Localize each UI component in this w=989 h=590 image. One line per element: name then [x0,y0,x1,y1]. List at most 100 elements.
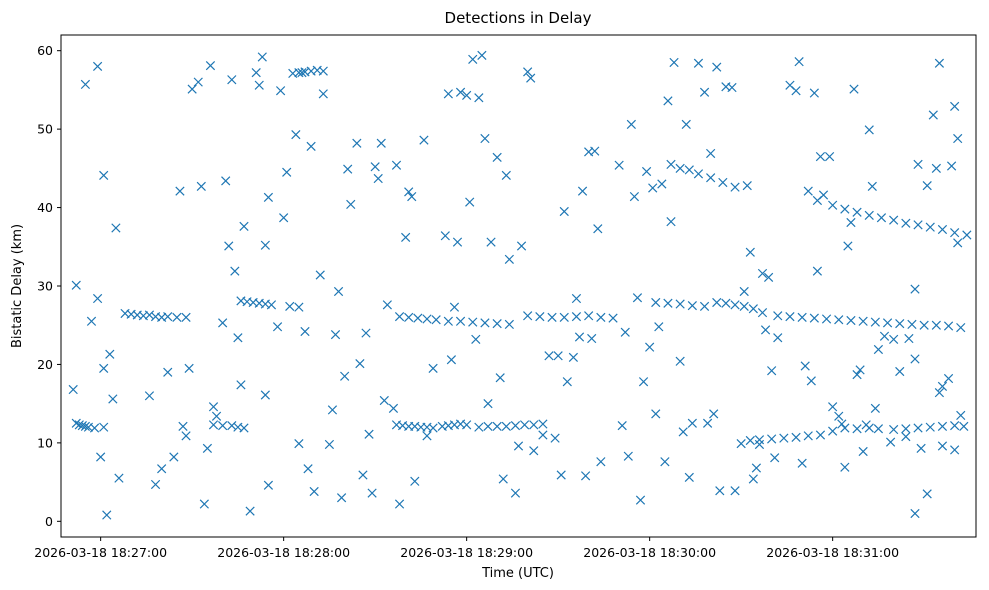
data-point [105,349,115,359]
data-point [440,231,450,241]
data-point [678,427,688,437]
data-point [852,207,862,217]
data-point [257,52,267,62]
data-point [340,371,350,381]
data-point [901,424,911,434]
data-point [291,129,301,140]
data-point [718,177,728,188]
data-point [486,237,496,247]
y-tick-label: 30 [37,279,53,294]
data-point [654,322,664,332]
data-point [221,176,231,186]
data-point [843,241,853,251]
data-point [74,420,84,430]
data-point [227,420,237,431]
data-point [318,89,328,99]
data-point [562,377,572,387]
data-point [443,316,453,326]
data-point [614,160,624,170]
data-point [187,84,197,94]
data-point [364,429,374,439]
data-point [468,54,478,64]
data-point [739,286,749,297]
x-tick-label: 2026-03-18 18:31:00 [766,545,899,560]
data-point [675,299,685,309]
data-point [858,446,868,457]
data-point [922,489,932,499]
data-points [68,50,972,520]
data-point [937,224,948,235]
data-point [687,300,697,311]
data-point [202,443,213,453]
data-point [748,304,758,314]
data-point [96,452,106,462]
data-point [889,334,899,344]
data-point [632,293,643,303]
data-point [870,403,880,413]
data-point [742,180,752,191]
data-point [809,88,819,98]
data-point [950,420,960,431]
data-point [882,318,893,328]
data-point [327,405,338,415]
data-point [150,479,161,490]
data-point [821,314,832,324]
data-point [727,82,737,93]
data-point [770,453,780,463]
data-point [394,311,405,322]
data-point [428,423,438,433]
data-point [547,312,557,322]
data-point [867,181,877,192]
data-point [950,445,960,455]
data-point [757,268,768,279]
data-point [504,254,514,264]
data-point [428,363,438,373]
data-point [510,420,521,431]
x-tick-label: 2026-03-18 18:28:00 [217,545,350,560]
data-point [556,470,566,480]
data-point [471,334,481,344]
data-point [641,166,652,177]
data-point [730,486,740,496]
data-point [477,50,487,61]
y-axis: 0 10 20 30 40 50 60 [37,43,61,529]
data-point [227,75,237,85]
data-point [879,331,890,341]
data-point [218,318,228,328]
data-point [858,316,868,326]
data-point [855,365,865,375]
data-point [715,486,725,496]
data-point [837,419,847,429]
data-point [419,135,429,145]
data-point [629,191,640,202]
data-point [593,224,603,234]
data-point [910,284,920,294]
data-point [498,474,508,484]
data-point [550,433,560,443]
data-point [699,87,710,97]
data-point [779,433,789,443]
data-point [693,58,704,68]
data-point [410,476,420,486]
data-point [852,424,862,434]
data-point [709,409,719,419]
data-point [901,431,911,442]
data-point [800,361,810,371]
data-point [928,110,938,120]
data-point [443,89,453,99]
data-point [285,301,295,312]
data-point [763,272,774,282]
data-point [706,173,716,183]
data-point [513,441,524,451]
data-point [526,73,536,83]
data-point [937,441,948,451]
data-point [587,333,597,344]
data-point [852,370,862,380]
data-point [501,170,511,181]
data-point [666,159,676,170]
data-point [873,344,884,355]
data-point [474,422,484,432]
data-point [706,148,716,159]
data-point [361,328,371,338]
data-point [849,84,859,94]
